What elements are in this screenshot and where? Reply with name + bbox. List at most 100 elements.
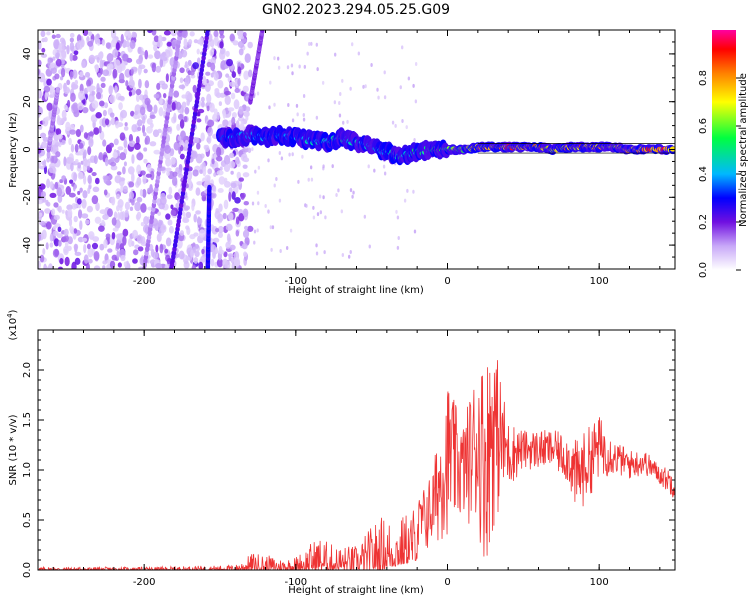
spectrogram-line-cell [260, 30, 265, 33]
spectrogram-noise-cell [128, 140, 136, 147]
spectrogram-noise-cell [41, 141, 48, 149]
spectrogram-noise-cell [237, 40, 245, 49]
spectrogram-noise-cell [55, 128, 62, 136]
spectrogram-noise-cell [98, 225, 105, 232]
spectrogram-noise-cell [161, 83, 168, 90]
spectrogram-noise-cell [170, 156, 176, 165]
spectrogram-noise-cell [143, 158, 148, 164]
spectrogram-noise-cell [104, 118, 110, 126]
spectrogram-xtick-label: 100 [590, 276, 609, 287]
spectrogram-noise-cell [101, 219, 105, 226]
spectrogram-noise-cell [242, 172, 250, 178]
spectrogram-noise-cell [103, 239, 108, 249]
spectrogram-noise-cell [407, 76, 411, 81]
spectrogram-noise-cell [213, 30, 219, 38]
spectrogram-noise-cell [116, 171, 122, 176]
spectrogram-noise-cell [135, 135, 140, 145]
spectrogram-noise-cell [158, 106, 164, 117]
spectrogram-noise-cell [76, 40, 84, 50]
spectrogram-noise-cell [277, 65, 281, 70]
spectrogram-noise-cell [63, 228, 69, 237]
spectrogram-noise-cell [113, 138, 119, 146]
spectrogram-noise-cell [64, 256, 70, 267]
spectrogram-noise-cell [251, 201, 255, 206]
spectrogram-noise-cell [63, 86, 71, 95]
spectrogram-noise-cell [198, 261, 204, 269]
spectrogram-noise-cell [139, 106, 146, 116]
spectrogram-noise-cell [370, 62, 373, 67]
spectrogram-noise-cell [74, 143, 79, 153]
spectrogram-noise-cell [319, 210, 323, 215]
spectrogram-noise-cell [179, 118, 185, 129]
spectrogram-noise-cell [196, 217, 203, 225]
spectrogram-noise-cell [357, 51, 361, 56]
spectrogram-noise-cell [53, 39, 60, 50]
spectrogram-noise-cell [93, 265, 101, 269]
spectrogram-noise-cell [182, 216, 188, 223]
spectrogram-noise-cell [213, 108, 218, 115]
spectrogram-noise-cell [163, 30, 171, 36]
spectrogram-noise-cell [256, 190, 260, 195]
spectrogram-noise-cell [154, 222, 161, 232]
spectrogram-noise-cell [177, 135, 182, 142]
spectrogram-noise-cell [86, 205, 93, 213]
spectrogram-noise-cell [295, 103, 299, 108]
spectrogram-noise-cell [137, 246, 144, 252]
colorbar-label: Normalized spectral amplitude [738, 73, 749, 227]
spectrogram-noise-cell [88, 138, 94, 148]
spectrogram-noise-cell [182, 211, 186, 217]
spectrogram-noise-cell [171, 176, 178, 187]
spectrogram-noise-cell [146, 125, 153, 134]
spectrogram-noise-cell [165, 237, 172, 247]
spectrogram-noise-cell [183, 205, 191, 211]
spectrogram-noise-cell [117, 262, 122, 268]
spectrogram-noise-cell [309, 165, 313, 170]
spectrogram-noise-cell [82, 237, 88, 242]
snr-ticks: -200 -100 0 100 0.0 0.5 1.0 1.5 2.0 [22, 330, 675, 588]
spectrogram-noise-cell [165, 213, 171, 220]
spectrogram-noise-cell [192, 62, 199, 70]
spectrogram-noise-cell [38, 199, 43, 205]
spectrogram-noise-cell [98, 152, 104, 161]
spectrogram-noise-cell [38, 160, 41, 169]
spectrogram-noise-cell [42, 196, 47, 203]
spectrogram-noise-cell [83, 175, 87, 185]
spectrogram-noise-cell [149, 141, 157, 147]
spectrogram-noise-cell [240, 153, 248, 162]
spectrogram-noise-cell [67, 208, 73, 218]
spectrogram-noise-cell [153, 93, 160, 99]
spectrogram-noise-cell [225, 73, 230, 78]
spectrogram-noise-cell [115, 42, 120, 51]
spectrogram-noise-cell [333, 100, 337, 105]
spectrogram-noise-cell [38, 212, 43, 218]
spectrogram-noise-cell [82, 157, 88, 167]
spectrogram-noise-cell [147, 187, 154, 193]
spectrogram-noise-cell [125, 80, 129, 87]
spectrogram-noise-cell [63, 245, 69, 256]
spectrogram-noise-cell [102, 139, 107, 147]
spectrogram-noise-cell [40, 53, 48, 58]
spectrogram-noise-cell [38, 68, 41, 76]
spectrogram-noise-cell [215, 92, 222, 99]
spectrogram-noise-cell [69, 37, 74, 43]
spectrogram-noise-cell [43, 159, 47, 168]
spectrogram-noise-cell [216, 258, 224, 268]
spectrogram-noise-cell [198, 229, 206, 238]
spectrogram-noise-cell [108, 142, 114, 148]
spectrogram-noise-cell [230, 182, 237, 189]
snr-ylabel: SNR (10 * v/v) [8, 414, 19, 485]
spectrogram-noise-cell [87, 187, 91, 195]
spectrogram-noise-cell [222, 258, 229, 269]
spectrogram-noise-cell [95, 202, 100, 212]
spectrogram-noise-cell [191, 202, 195, 212]
spectrogram-noise-cell [184, 61, 188, 69]
spectrogram-noise-cell [342, 120, 345, 125]
snr-ytick-label: 1.5 [22, 412, 33, 428]
spectrogram-noise-cell [61, 209, 65, 214]
spectrogram-noise-cell [120, 109, 128, 119]
spectrogram-noise-cell [127, 237, 133, 248]
spectrogram-noise-cell [218, 232, 223, 238]
spectrogram-noise-cell [173, 141, 180, 151]
spectrogram-noise-cell [140, 203, 147, 213]
spectrogram-ytick-label: 40 [22, 48, 33, 61]
